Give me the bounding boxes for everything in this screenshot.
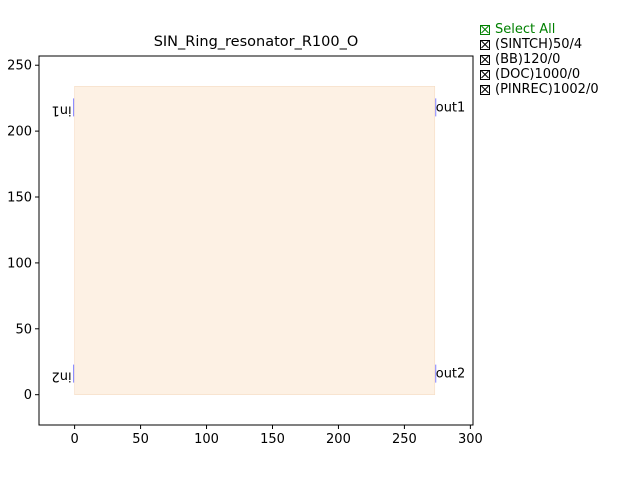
y-tick-label: 150 (7, 191, 32, 206)
layer-checkbox-icon[interactable] (480, 39, 490, 50)
y-tick-label: 50 (15, 322, 32, 337)
layer-label: (DOC)1000/0 (495, 67, 581, 82)
x-tick-label: 50 (132, 432, 149, 447)
layer-toggle-doc[interactable]: (DOC)1000/0 (480, 67, 599, 82)
x-tick-label: 100 (194, 432, 219, 447)
port-label-out2: out2 (436, 367, 466, 382)
layer-checkbox-icon[interactable] (480, 84, 490, 95)
chart-title: SIN_Ring_resonator_R100_O (154, 34, 359, 50)
x-tick-label: 150 (260, 432, 285, 447)
layer-label: (PINREC)1002/0 (495, 82, 599, 97)
cell-boundary (74, 86, 436, 395)
select-all-checkbox-icon[interactable] (480, 24, 490, 35)
x-axis: 0 50 100 150 200 250 300 (70, 425, 483, 447)
layer-toggle-sintch[interactable]: (SINTCH)50/4 (480, 37, 599, 52)
select-all-toggle[interactable]: Select All (480, 22, 599, 37)
layer-toggle-bb[interactable]: (BB)120/0 (480, 52, 599, 67)
x-tick-label: 250 (392, 432, 417, 447)
y-tick-label: 0 (24, 388, 32, 403)
layer-legend: Select All (SINTCH)50/4 (BB)120/0 (DOC)1… (480, 22, 599, 97)
axes-frame (38, 55, 474, 426)
y-tick-label: 200 (7, 125, 32, 140)
y-axis: 0 50 100 150 200 250 (7, 59, 39, 403)
select-all-label: Select All (495, 22, 556, 37)
port-label-in1: in1 (51, 102, 71, 117)
y-tick-label: 250 (7, 59, 32, 74)
layer-label: (SINTCH)50/4 (495, 37, 583, 52)
layer-checkbox-icon[interactable] (480, 54, 490, 65)
layer-toggle-pinrec[interactable]: (PINREC)1002/0 (480, 82, 599, 97)
x-tick-label: 300 (458, 432, 483, 447)
layer-label: (BB)120/0 (495, 52, 561, 67)
port-label-out1: out1 (436, 100, 466, 115)
x-tick-label: 0 (70, 432, 78, 447)
x-tick-label: 200 (326, 432, 351, 447)
port-label-in2: in2 (51, 369, 71, 384)
y-tick-label: 100 (7, 256, 32, 271)
layer-checkbox-icon[interactable] (480, 69, 490, 80)
